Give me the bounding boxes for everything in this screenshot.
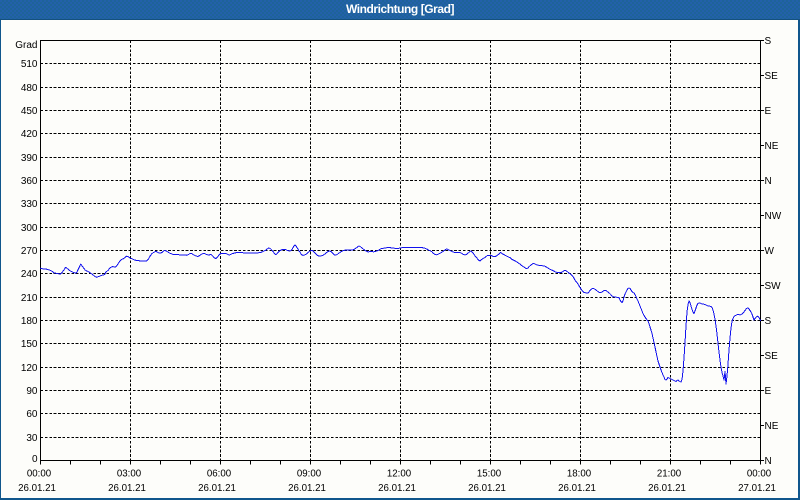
svg-text:S: S xyxy=(765,316,772,327)
svg-text:510: 510 xyxy=(21,59,38,70)
svg-text:00:00: 00:00 xyxy=(27,469,52,480)
svg-text:E: E xyxy=(765,386,772,397)
svg-text:NE: NE xyxy=(765,141,779,152)
svg-text:NE: NE xyxy=(765,421,779,432)
svg-text:09:00: 09:00 xyxy=(297,469,322,480)
svg-text:27.01.21: 27.01.21 xyxy=(738,483,776,494)
svg-text:60: 60 xyxy=(26,409,38,420)
svg-text:150: 150 xyxy=(21,339,38,350)
svg-text:SE: SE xyxy=(765,71,779,82)
svg-text:26.01.21: 26.01.21 xyxy=(378,483,416,494)
svg-text:240: 240 xyxy=(21,269,38,280)
svg-text:N: N xyxy=(765,456,772,467)
svg-text:26.01.21: 26.01.21 xyxy=(108,483,146,494)
svg-text:26.01.21: 26.01.21 xyxy=(648,483,686,494)
svg-text:120: 120 xyxy=(21,363,38,374)
svg-text:N: N xyxy=(765,176,772,187)
svg-text:21:00: 21:00 xyxy=(657,469,682,480)
svg-text:390: 390 xyxy=(21,153,38,164)
svg-text:480: 480 xyxy=(21,83,38,94)
svg-text:S: S xyxy=(765,36,772,47)
svg-text:12:00: 12:00 xyxy=(387,469,412,480)
svg-text:330: 330 xyxy=(21,199,38,210)
svg-text:NW: NW xyxy=(765,211,782,222)
svg-text:06:00: 06:00 xyxy=(207,469,232,480)
svg-text:90: 90 xyxy=(26,386,38,397)
svg-text:W: W xyxy=(765,246,775,257)
svg-text:26.01.21: 26.01.21 xyxy=(18,483,56,494)
svg-text:26.01.21: 26.01.21 xyxy=(288,483,326,494)
svg-text:18:00: 18:00 xyxy=(567,469,592,480)
svg-text:270: 270 xyxy=(21,246,38,257)
svg-text:30: 30 xyxy=(26,433,38,444)
svg-text:SW: SW xyxy=(765,281,782,292)
svg-text:300: 300 xyxy=(21,223,38,234)
svg-text:26.01.21: 26.01.21 xyxy=(468,483,506,494)
svg-text:0: 0 xyxy=(32,454,38,465)
svg-text:00:00: 00:00 xyxy=(747,469,772,480)
svg-text:E: E xyxy=(765,106,772,117)
svg-text:SE: SE xyxy=(765,351,779,362)
svg-text:360: 360 xyxy=(21,176,38,187)
svg-text:26.01.21: 26.01.21 xyxy=(198,483,236,494)
svg-text:Grad: Grad xyxy=(15,40,37,51)
svg-text:180: 180 xyxy=(21,316,38,327)
svg-text:420: 420 xyxy=(21,129,38,140)
svg-text:15:00: 15:00 xyxy=(477,469,502,480)
svg-text:26.01.21: 26.01.21 xyxy=(558,483,596,494)
svg-text:450: 450 xyxy=(21,106,38,117)
svg-text:210: 210 xyxy=(21,293,38,304)
svg-text:03:00: 03:00 xyxy=(117,469,142,480)
